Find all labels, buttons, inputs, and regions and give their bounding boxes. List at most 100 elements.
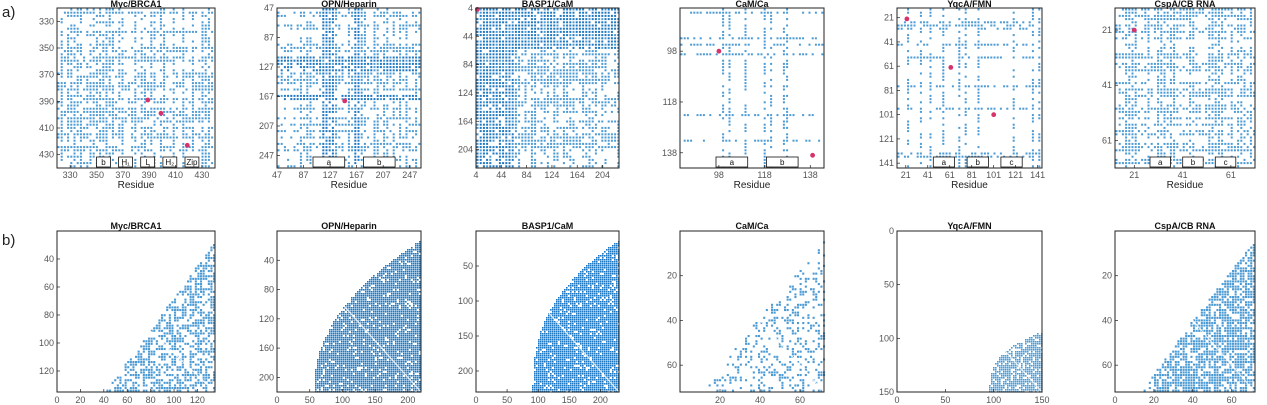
panel-title: CspA/CB RNA — [1154, 0, 1216, 9]
x-axis-label: Residue — [1167, 180, 1204, 191]
x-tick-label: 0 — [894, 395, 899, 405]
y-tick-label: 40 — [1102, 315, 1112, 325]
y-tick-label: 120 — [39, 366, 54, 376]
x-tick-label: 47 — [272, 170, 282, 180]
region-box — [362, 156, 396, 168]
panel-title: OPN/Heparin — [321, 221, 377, 231]
y-tick-label: 60 — [667, 360, 677, 370]
panel-title: YqcA/FMN — [947, 221, 991, 231]
y-tick-label: 100 — [879, 333, 894, 343]
x-axis-label: Residue — [951, 180, 988, 191]
x-tick-label: 350 — [89, 170, 104, 180]
x-tick-label: 124 — [544, 170, 559, 180]
panel-frame — [56, 7, 216, 169]
panel-title: BASP1/CaM — [522, 0, 574, 9]
x-tick-label: 167 — [349, 170, 364, 180]
region-label: c — [1224, 158, 1228, 167]
x-tick-label: 40 — [755, 395, 765, 405]
y-tick-label: 101 — [879, 110, 894, 120]
panel-frame — [276, 230, 422, 393]
x-tick-label: 21 — [901, 170, 911, 180]
panel-frame — [896, 7, 1043, 169]
x-tick-label: 0 — [54, 395, 59, 405]
y-tick-label: 21 — [1102, 25, 1112, 35]
y-tick-label: 50 — [463, 261, 473, 271]
x-axis-label: Residue — [734, 180, 771, 191]
y-tick-label: 247 — [259, 150, 274, 160]
x-tick-label: 81 — [967, 170, 977, 180]
x-tick-label: 60 — [1227, 395, 1237, 405]
x-tick-label: 150 — [1034, 395, 1049, 405]
region-box — [766, 156, 799, 168]
region-box — [312, 156, 346, 168]
y-tick-label: 40 — [44, 254, 54, 264]
highlight-marker — [145, 97, 151, 103]
x-tick-label: 84 — [522, 170, 532, 180]
panel-b-2: OPN/Heparin 0 50 100 150 200 40 80 120 160 200 — [259, 221, 422, 405]
region-box — [966, 156, 989, 168]
region-label: L — [145, 158, 150, 167]
y-tick-label: 20 — [1102, 271, 1112, 281]
y-tick-label: 330 — [39, 16, 54, 26]
region-label: a — [730, 158, 735, 167]
contact-dots — [897, 8, 1041, 168]
x-tick-label: 100 — [531, 395, 546, 405]
x-axis-label: Residue — [331, 180, 368, 191]
y-tick-label: 21 — [884, 13, 894, 23]
x-tick-label: 20 — [715, 395, 725, 405]
y-tick-label: 98 — [667, 46, 677, 56]
panel-frame — [475, 230, 620, 393]
x-tick-label: 40 — [99, 395, 109, 405]
x-tick-label: 44 — [496, 170, 506, 180]
x-tick-label: 21 — [1129, 170, 1139, 180]
region-box — [118, 156, 133, 168]
x-tick-label: 60 — [122, 395, 132, 405]
x-tick-label: 40 — [1188, 395, 1198, 405]
panel-a-5: YqcA/FMN a b c 21 21 41 41 61 61 81 81 101 101 121 121 1… — [879, 0, 1045, 191]
x-tick-label: 150 — [562, 395, 577, 405]
highlight-marker — [184, 142, 190, 148]
y-tick-label: 160 — [259, 343, 274, 353]
x-tick-label: 247 — [402, 170, 417, 180]
panel-frame — [679, 230, 825, 393]
x-tick-label: 390 — [142, 170, 157, 180]
diagonal — [988, 332, 1043, 393]
panel-frame — [1114, 230, 1256, 393]
panel-a-4: CaM/Ca a b 98 98 118 118 138 138 Residue — [662, 0, 825, 191]
x-tick-label: 141 — [1030, 170, 1045, 180]
contact-dots — [106, 244, 216, 392]
x-tick-label: 138 — [803, 170, 818, 180]
y-tick-label: 44 — [463, 31, 473, 41]
panel-a-2: OPN/Heparin a b 47 47 87 87 127 127 167 167 207 207 2… — [259, 0, 422, 191]
region-box — [162, 156, 178, 168]
y-tick-label: 350 — [39, 43, 54, 53]
region-box — [184, 156, 200, 168]
highlight-marker — [342, 98, 348, 104]
panel-frame — [475, 7, 620, 169]
y-tick-label: 47 — [264, 3, 274, 13]
x-tick-label: 207 — [376, 170, 391, 180]
highlight-marker — [158, 110, 164, 116]
y-tick-label: 410 — [39, 123, 54, 133]
contact-dots — [476, 8, 620, 168]
row-label-b: b) — [2, 232, 16, 249]
y-tick-label: 167 — [259, 91, 274, 101]
y-tick-label: 60 — [44, 282, 54, 292]
y-tick-label: 390 — [39, 96, 54, 106]
panel-b-3: BASP1/CaM 0 50 100 150 200 50 100 150 200 — [458, 221, 620, 405]
x-tick-label: 20 — [75, 395, 85, 405]
row-label-a: a) — [2, 4, 16, 21]
y-tick-label: 4 — [468, 3, 473, 13]
x-tick-label: 80 — [146, 395, 156, 405]
x-tick-label: 164 — [570, 170, 585, 180]
x-tick-label: 50 — [502, 395, 512, 405]
highlight-marker — [904, 16, 910, 22]
contact-dots — [1115, 8, 1256, 168]
y-tick-label: 430 — [39, 150, 54, 160]
panel-title: OPN/Heparin — [321, 0, 377, 9]
y-tick-label: 204 — [458, 145, 473, 155]
region-box — [1214, 156, 1237, 168]
y-tick-label: 50 — [884, 280, 894, 290]
